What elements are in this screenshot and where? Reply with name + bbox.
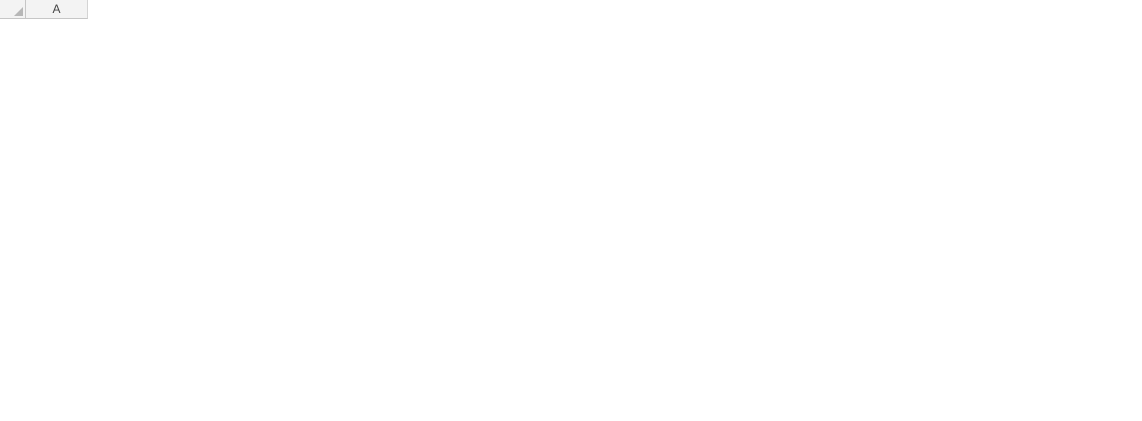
column-header-a[interactable]: A: [26, 0, 88, 19]
select-all-corner[interactable]: [0, 0, 26, 19]
